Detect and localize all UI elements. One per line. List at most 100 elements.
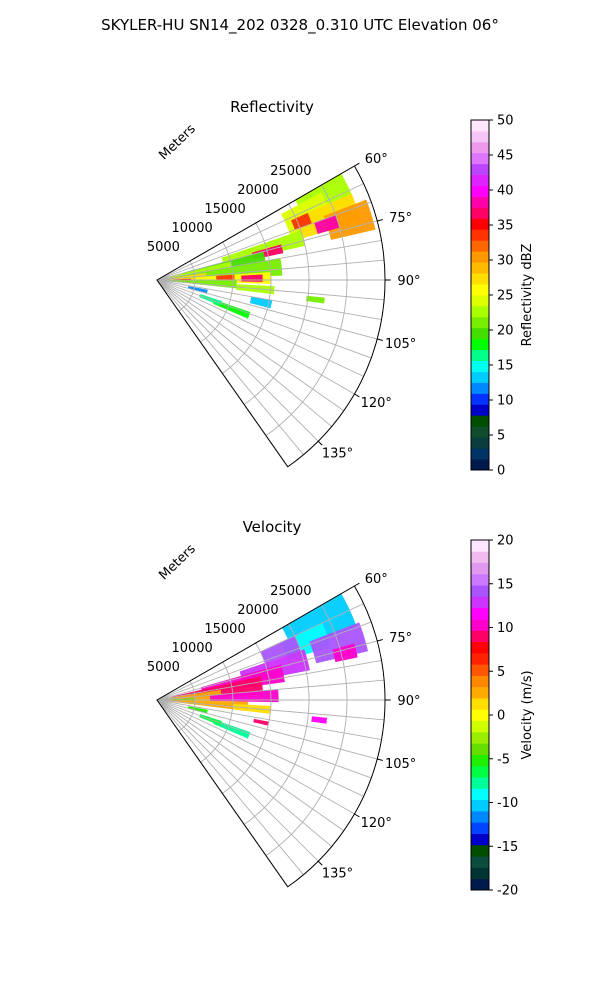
azimuth-gridline (156, 699, 382, 741)
colorbar-label: Reflectivity dBZ (520, 244, 535, 347)
colorbar-swatch (471, 641, 489, 654)
echo-cell-9 (209, 689, 279, 703)
colorbar-swatch (471, 754, 489, 767)
colorbar-tick-label: 10 (497, 394, 514, 409)
colorbar-tick-label: 10 (497, 621, 514, 636)
azimuth-gridline (156, 621, 372, 701)
echo-cell-21 (212, 299, 251, 319)
radial-tick-label: 20000 (237, 603, 278, 618)
echo-cell-19 (187, 286, 208, 294)
colorbar-tick-label: 0 (497, 464, 505, 479)
radial-tick-label: 15000 (204, 202, 245, 217)
reflectivity-panel: Reflectivity60°75°90°105°120°135°5000100… (147, 98, 535, 479)
range-ring-1 (200, 661, 234, 763)
theta-tick-label: 75° (389, 211, 412, 226)
theta-tick (354, 582, 360, 587)
echo-cell-3 (323, 199, 376, 240)
colorbar-swatch (471, 777, 489, 789)
azimuth-gridline (156, 699, 345, 832)
azimuth-gridline (156, 699, 385, 721)
theta-tick (377, 338, 383, 341)
azimuth-gridline (156, 699, 378, 760)
colorbar-tick-label: -20 (497, 884, 518, 899)
colorbar: -20 -15 -10 -5 0 5 10 15 20 Velocity (m/s) (470, 534, 535, 899)
colorbar-label: Velocity (m/s) (520, 670, 535, 759)
theta-tick-label: 135° (322, 447, 353, 462)
theta-tick (317, 860, 323, 866)
colorbar-swatch (471, 698, 489, 710)
theta-tick (354, 393, 360, 398)
colorbar-swatch (471, 316, 489, 329)
colorbar-tick-label: 0 (497, 709, 505, 724)
colorbar-swatch (471, 562, 489, 575)
velocity-panel: Velocity 60° 75° 90° 105° 120° 135° 5000 10000 15… (147, 518, 535, 899)
colorbar-swatch (471, 675, 489, 688)
radial-tick-label: 25000 (270, 584, 311, 599)
colorbar-swatch (471, 743, 489, 755)
colorbar-tick-label: 50 (497, 114, 514, 129)
azimuth-gridline (156, 659, 382, 701)
azimuth-gridline (156, 279, 355, 395)
colorbar-swatch (471, 393, 489, 405)
azimuth-gridline (156, 279, 304, 455)
panel-title: Reflectivity (230, 98, 314, 116)
range-ring-0 (178, 260, 196, 312)
range-ring-2 (222, 222, 272, 374)
colorbar-swatch (471, 141, 489, 154)
colorbar-tick-label: -10 (497, 796, 518, 811)
radial-tick-label: 5000 (147, 240, 180, 255)
panel-title: Velocity (243, 518, 302, 536)
colorbar-swatch (471, 765, 489, 778)
radial-tick-label: 15000 (204, 622, 245, 637)
colorbar-tick-label: 25 (497, 289, 514, 304)
colorbar-swatch (471, 185, 489, 197)
colorbar-swatch (471, 664, 489, 676)
colorbar-swatch (471, 731, 489, 744)
echo-cell-6 (221, 230, 306, 265)
azimuth-gridline (156, 640, 378, 701)
echo-cell-13 (241, 274, 263, 282)
colorbar: 0 5 10 15 20 25 30 35 40 45 50 Reflectivity dBZ (470, 114, 535, 479)
colorbar-swatch (471, 404, 489, 416)
colorbar-swatch (471, 799, 489, 812)
echo-cell-14 (187, 706, 208, 714)
theta-tick-label: 90° (397, 274, 420, 289)
theta-tick (354, 162, 360, 167)
colorbar-swatch (471, 262, 489, 274)
azimuth-gridline (156, 699, 304, 875)
colorbar-swatch (471, 251, 489, 263)
echo-cell-18 (306, 295, 325, 304)
theta-tick-label: 60° (365, 152, 388, 167)
colorbar-swatch (471, 878, 489, 891)
colorbar-swatch (471, 349, 489, 362)
azimuth-gridline (156, 183, 364, 281)
echo-cell-12 (232, 703, 271, 714)
colorbar-swatch (471, 229, 489, 241)
colorbar-swatch (471, 163, 489, 176)
colorbar-swatch (471, 371, 489, 383)
azimuth-gridline (156, 279, 385, 301)
colorbar-swatch (471, 130, 489, 143)
radial-tick-label: 5000 (147, 660, 180, 675)
radial-tick-label: 25000 (270, 164, 311, 179)
colorbar-swatch (471, 327, 489, 340)
range-ring-2 (222, 642, 272, 794)
range-ring-0 (178, 680, 196, 732)
colorbar-tick-label: 5 (497, 429, 505, 444)
theta-tick-label: 120° (361, 816, 392, 831)
azimuth-gridline (156, 279, 378, 340)
azimuth-gridline (156, 699, 364, 797)
echo-cell-15 (253, 718, 269, 726)
theta-tick (377, 219, 383, 222)
colorbar-swatch (471, 207, 489, 219)
colorbar-swatch (471, 295, 489, 307)
sector-frame (156, 165, 386, 468)
echo-cell-17 (236, 284, 275, 295)
azimuth-gridline (156, 279, 332, 427)
echo-cell-16 (212, 719, 251, 739)
colorbar-swatch (471, 196, 489, 208)
colorbar-swatch (471, 360, 489, 372)
radial-axis-label: Meters (156, 542, 199, 584)
theta-tick-label: 75° (389, 631, 412, 646)
colorbar-swatch (471, 437, 489, 449)
